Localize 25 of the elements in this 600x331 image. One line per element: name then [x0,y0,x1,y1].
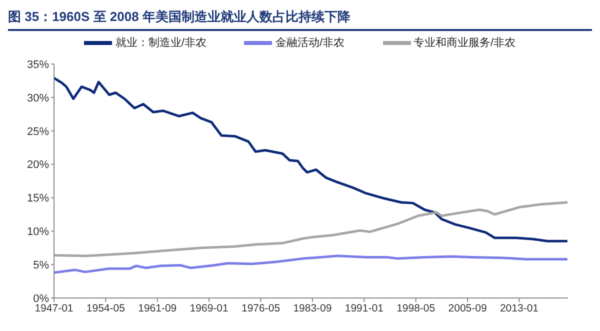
y-tick-label: 15% [26,192,50,205]
x-tick-label: 1954-05 [86,302,126,314]
x-tick-label: 1983-09 [293,302,332,314]
x-tick-label: 1961-09 [138,302,177,314]
y-tick-label: 30% [26,92,50,104]
legend-label: 金融活动/非农 [274,36,345,50]
legend-label: 就业：制造业/非农 [114,36,206,50]
x-tick-label: 1976-05 [242,302,280,314]
legend-label: 专业和商业服务/非农 [412,36,516,50]
y-tick-label: 20% [26,159,50,172]
y-tick-label: 0% [33,292,50,305]
y-tick-label: 25% [26,126,50,138]
x-tick-label: 1998-05 [396,302,436,314]
line-series [54,76,568,242]
x-tick-label: 1947-01 [34,302,74,314]
y-tick-label: 35% [26,58,50,71]
x-tick-label: 1991-01 [344,302,384,314]
line-series [54,254,568,274]
y-tick-label: 5% [33,259,50,272]
chart-title: 图 35：1960S 至 2008 年美国制造业就业人数占比持续下降 [8,8,592,31]
x-tick-label: 2005-09 [448,302,487,314]
y-tick-label: 10% [26,226,50,238]
line-series [54,201,568,258]
x-tick-label: 2013-01 [500,302,539,314]
x-tick-label: 1969-01 [190,302,228,314]
